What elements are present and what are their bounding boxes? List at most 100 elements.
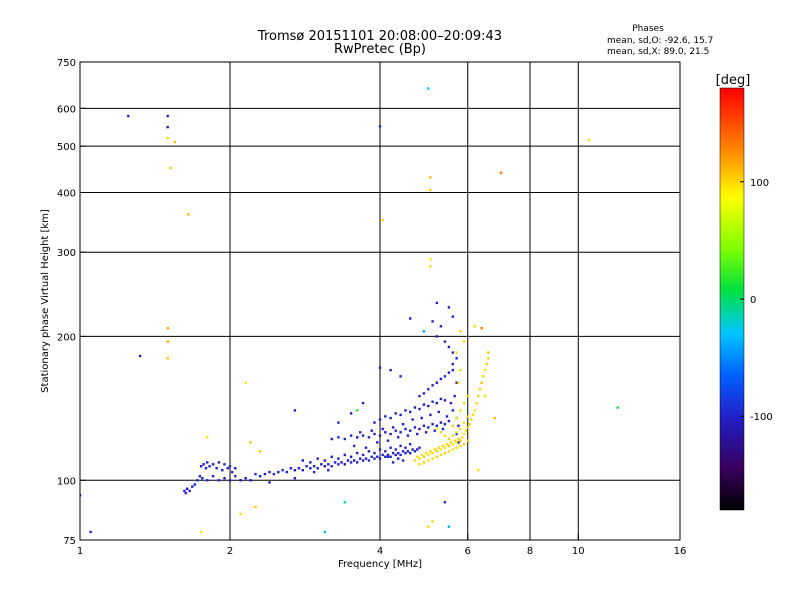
- data-point-x: [166, 136, 169, 140]
- data-point-o: [404, 446, 407, 449]
- data-point-o: [418, 427, 421, 431]
- data-point-o: [431, 423, 434, 426]
- data-point-o: [373, 421, 376, 424]
- data-point-o: [409, 443, 412, 446]
- data-point-o: [439, 325, 443, 328]
- data-point-x: [459, 444, 462, 448]
- x-tick-label: 4: [377, 546, 383, 557]
- data-point-o: [226, 467, 229, 470]
- data-point-x: [459, 427, 462, 431]
- data-point-o: [343, 463, 346, 466]
- data-point-o: [249, 479, 252, 482]
- data-point-x: [478, 388, 482, 391]
- data-point-x: [457, 381, 460, 384]
- data-point-o: [445, 415, 449, 418]
- data-point-o: [378, 448, 382, 451]
- data-point-x: [462, 443, 466, 446]
- data-point-o: [431, 384, 434, 387]
- data-point-x: [443, 446, 447, 449]
- data-point-x: [455, 416, 458, 420]
- data-point-x: [466, 394, 469, 398]
- data-point-o: [399, 444, 402, 448]
- data-point-o: [435, 335, 438, 338]
- data-point-o: [353, 459, 356, 462]
- data-point-o: [411, 448, 414, 451]
- y-axis-label: Stationary phase Virtual Height [km]: [40, 209, 51, 393]
- data-point-x: [447, 525, 451, 528]
- data-point-x: [487, 351, 490, 354]
- data-point-o: [384, 431, 387, 434]
- data-point-x: [422, 455, 426, 458]
- data-point-o: [337, 436, 340, 439]
- data-point-o: [422, 392, 426, 395]
- data-point-o: [223, 477, 226, 480]
- x-tick-label: 2: [227, 546, 233, 557]
- data-point-o: [293, 477, 297, 480]
- chart-subtitle: RwPretec (Bp): [334, 42, 426, 57]
- data-point-o: [356, 436, 359, 439]
- data-point-x: [166, 340, 169, 343]
- data-point-o: [394, 448, 397, 451]
- colorbar-tick-label: 100: [750, 178, 769, 189]
- data-point-x: [429, 176, 432, 179]
- data-point-o: [409, 429, 412, 432]
- data-point-o: [228, 465, 232, 468]
- data-point-o: [259, 475, 262, 478]
- data-point-o: [409, 410, 412, 414]
- data-point-o: [361, 434, 365, 437]
- data-point-x: [187, 213, 190, 216]
- data-point-o: [455, 357, 458, 360]
- data-point-x: [459, 409, 462, 412]
- y-tick-label: 400: [57, 188, 76, 199]
- data-point-o: [394, 429, 397, 432]
- data-point-o: [215, 467, 218, 470]
- data-point-x: [429, 188, 432, 192]
- data-point-o: [202, 463, 205, 466]
- data-points: [80, 87, 619, 534]
- data-point-o: [389, 432, 392, 436]
- data-point-x: [482, 375, 485, 378]
- data-point-o: [422, 424, 426, 427]
- data-point-x: [169, 166, 172, 170]
- data-point-x: [447, 450, 451, 453]
- data-point-o: [323, 459, 326, 462]
- data-point-o: [399, 453, 402, 457]
- data-point-x: [451, 443, 454, 446]
- data-point-o: [301, 459, 304, 462]
- data-point-x: [249, 441, 252, 444]
- data-point-x: [323, 530, 326, 534]
- data-point-o: [406, 434, 410, 437]
- data-point-o: [367, 450, 371, 453]
- data-point-x: [422, 330, 426, 333]
- data-point-o: [447, 306, 451, 309]
- data-point-o: [185, 487, 189, 490]
- data-point-o: [263, 472, 267, 476]
- data-point-x: [259, 450, 262, 453]
- data-point-o: [386, 439, 390, 442]
- data-point-o: [356, 461, 359, 464]
- data-point-x: [435, 450, 438, 453]
- data-point-o: [211, 463, 215, 466]
- chart-title: Tromsø 20151101 20:08:00–20:09:43: [257, 29, 502, 44]
- x-axis-ticks: 1 2 4 6 8 10 16: [77, 534, 686, 557]
- data-point-x: [429, 450, 432, 453]
- data-point-x: [487, 357, 490, 360]
- data-point-o: [455, 381, 458, 384]
- data-point-o: [359, 457, 362, 460]
- data-point-x: [462, 401, 466, 405]
- data-point-x: [443, 434, 447, 437]
- data-point-o: [451, 368, 454, 372]
- data-point-o: [376, 455, 379, 458]
- data-point-o: [378, 434, 382, 437]
- data-point-x: [206, 436, 209, 439]
- data-point-x: [437, 446, 440, 449]
- data-point-o: [337, 457, 340, 460]
- data-point-o: [435, 424, 438, 427]
- y-tick-label: 500: [57, 142, 76, 153]
- y-tick-label: 100: [57, 476, 76, 487]
- data-point-o: [381, 453, 384, 457]
- data-point-o: [349, 455, 353, 458]
- data-point-o: [384, 450, 387, 453]
- data-point-o: [268, 481, 271, 484]
- data-point-o: [399, 413, 402, 417]
